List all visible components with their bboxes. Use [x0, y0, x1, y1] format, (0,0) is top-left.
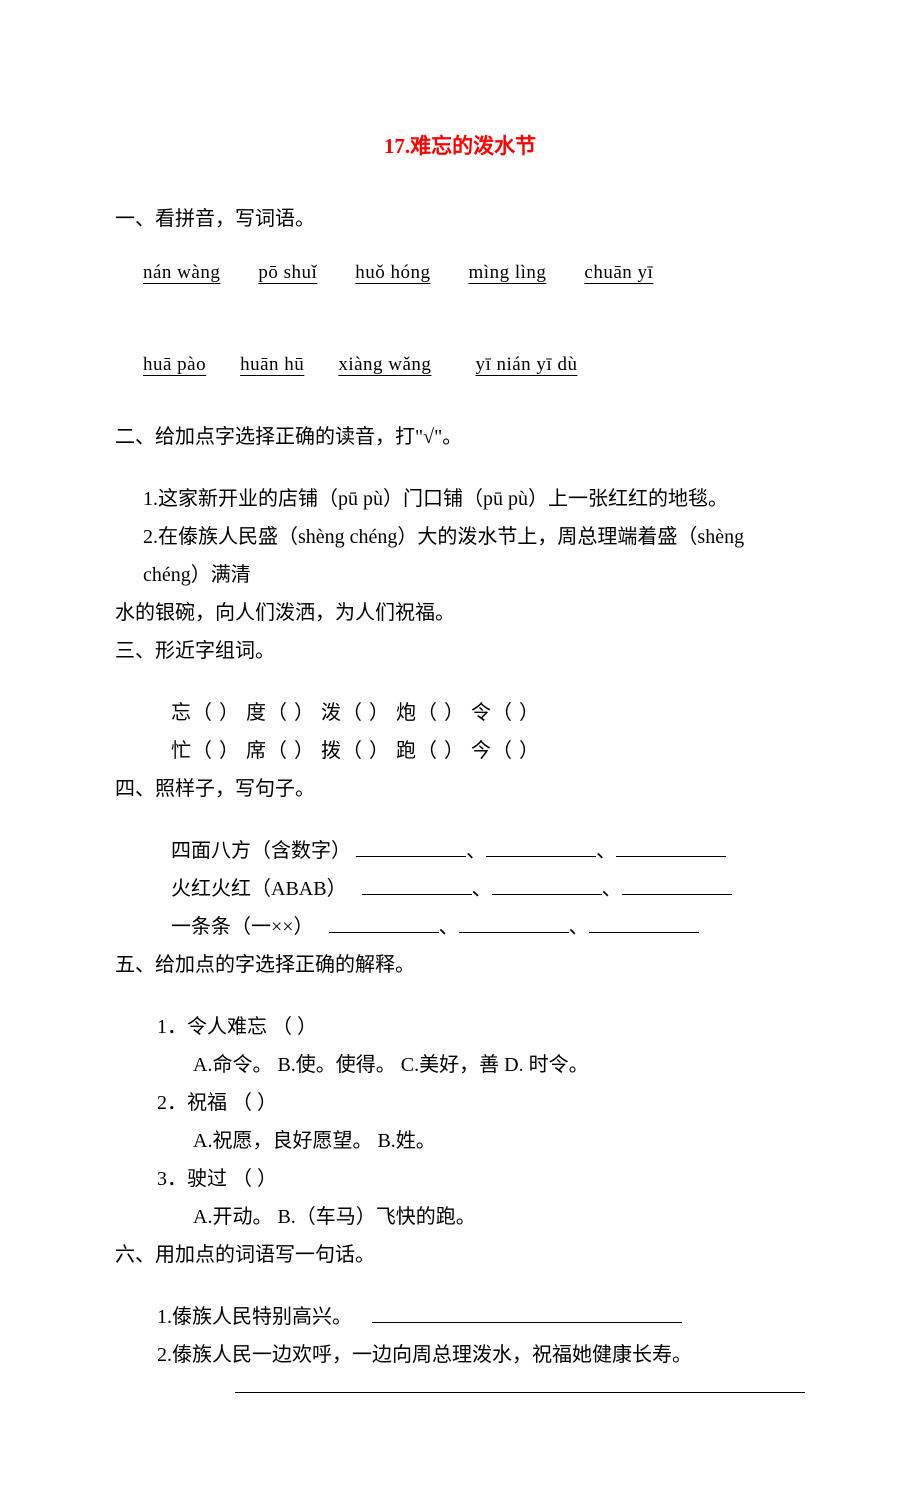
separator: 、 — [596, 840, 616, 862]
pinyin-row-2: huā pào huān hū xiàng wǎng yī nián yī dù — [115, 354, 805, 376]
section5-q2: 2．祝福 （ ） — [115, 1084, 805, 1122]
section5-q1: 1．令人难忘 （ ） — [115, 1008, 805, 1046]
separator: 、 — [569, 916, 589, 938]
separator: 、 — [439, 916, 459, 938]
section5-q2-options: A.祝愿，良好愿望。 B.姓。 — [115, 1122, 805, 1160]
fill-blank[interactable] — [362, 877, 472, 895]
section5-q1-options: A.命令。 B.使。使得。 C.美好，善 D. 时令。 — [115, 1046, 805, 1084]
section3-heading: 三、形近字组词。 — [115, 632, 805, 670]
section5-q3: 3．驶过 （ ） — [115, 1160, 805, 1198]
fill-blank[interactable] — [356, 839, 466, 857]
pinyin-item: xiàng wǎng — [338, 354, 431, 376]
section3-row2: 忙（ ） 席（ ） 拨（ ） 跑（ ） 今（ ） — [115, 732, 805, 770]
section5-heading: 五、给加点的字选择正确的解释。 — [115, 946, 805, 984]
fill-blank[interactable] — [372, 1305, 682, 1323]
pinyin-item: huǒ hóng — [355, 262, 430, 284]
pinyin-item: mìng lìng — [469, 262, 547, 284]
fill-blank[interactable] — [329, 915, 439, 933]
section6-q2: 2.傣族人民一边欢呼，一边向周总理泼水，祝福她健康长寿。 — [115, 1336, 805, 1374]
pinyin-item: yī nián yī dù — [465, 354, 587, 376]
fill-blank[interactable] — [492, 877, 602, 895]
section2-heading: 二、给加点字选择正确的读音，打"√"。 — [115, 418, 805, 456]
section5-q3-options: A.开动。 B.（车马）飞快的跑。 — [115, 1198, 805, 1236]
section6-heading: 六、用加点的词语写一句话。 — [115, 1236, 805, 1274]
pinyin-item: huān hū — [240, 354, 304, 376]
section2-q1: 1.这家新开业的店铺（pū pù）门口铺（pū pù）上一张红红的地毯。 — [115, 480, 805, 518]
section6-q1: 1.傣族人民特别高兴。 — [115, 1298, 805, 1336]
section6-q1-text: 1.傣族人民特别高兴。 — [157, 1306, 352, 1328]
section1-heading: 一、看拼音，写词语。 — [115, 200, 805, 238]
fill-blank[interactable] — [235, 1375, 805, 1393]
section4-p3: 一条条（一××） 、 、 — [115, 908, 805, 946]
section2-q2b: 水的银碗，向人们泼洒，为人们祝福。 — [115, 594, 805, 632]
pinyin-item: nán wàng — [143, 262, 220, 284]
pinyin-item: pō shuǐ — [258, 262, 317, 284]
section2-q2a: 2.在傣族人民盛（shèng chéng）大的泼水节上，周总理端着盛（shèng… — [115, 518, 805, 594]
pinyin-item: huā pào — [143, 354, 206, 376]
pinyin-item: chuān yī — [584, 262, 653, 284]
section4-heading: 四、照样子，写句子。 — [115, 770, 805, 808]
fill-blank[interactable] — [622, 877, 732, 895]
section4-p2: 火红火红（ABAB） 、 、 — [115, 870, 805, 908]
page-title: 17.难忘的泼水节 — [115, 130, 805, 160]
section4-p1: 四面八方（含数字） 、 、 — [115, 832, 805, 870]
fill-blank[interactable] — [616, 839, 726, 857]
fill-blank[interactable] — [589, 915, 699, 933]
section3-row1: 忘（ ） 度（ ） 泼（ ） 炮（ ） 令（ ） — [115, 694, 805, 732]
pinyin-row-1: nán wàng pō shuǐ huǒ hóng mìng lìng chuā… — [115, 262, 805, 284]
pattern-label: 一条条（一××） — [171, 916, 314, 938]
separator: 、 — [472, 878, 492, 900]
fill-blank[interactable] — [486, 839, 596, 857]
pattern-label: 火红火红（ABAB） — [171, 878, 347, 900]
separator: 、 — [466, 840, 486, 862]
separator: 、 — [602, 878, 622, 900]
pattern-label: 四面八方（含数字） — [171, 840, 351, 862]
fill-blank[interactable] — [459, 915, 569, 933]
